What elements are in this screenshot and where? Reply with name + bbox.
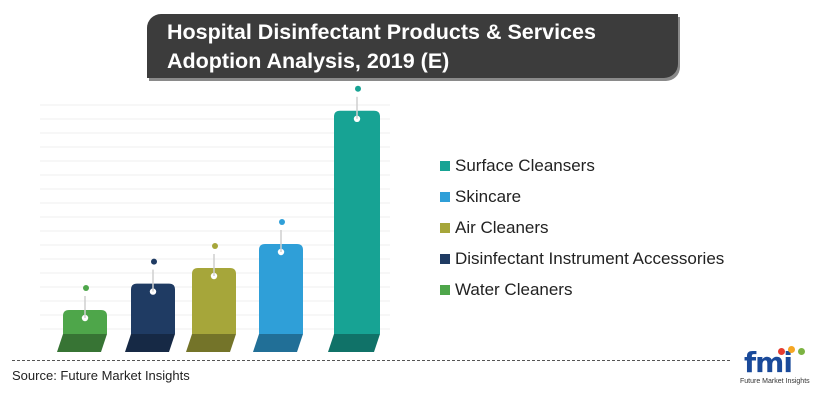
legend-item: Water Cleaners xyxy=(440,274,724,305)
bar-air-cleaners xyxy=(192,268,236,334)
legend-swatch xyxy=(440,191,450,202)
legend-item: Skincare xyxy=(440,181,724,212)
source-note: Source: Future Market Insights xyxy=(12,368,190,383)
legend-item: Air Cleaners xyxy=(440,212,724,243)
logo-dot-orange xyxy=(788,346,795,353)
legend-label: Skincare xyxy=(455,186,522,206)
bar-tag-dot xyxy=(279,219,285,225)
legend-label: Water Cleaners xyxy=(455,279,573,299)
bar-surface-cleansers xyxy=(334,110,380,334)
legend-item: Disinfectant Instrument Accessories xyxy=(440,243,724,274)
legend-label: Surface Cleansers xyxy=(455,155,595,175)
chart-title-banner: Hospital Disinfectant Products & Service… xyxy=(147,14,678,78)
bar-tag-dot xyxy=(151,258,157,265)
legend-swatch xyxy=(440,284,450,295)
logo-dot-green xyxy=(798,348,805,355)
bar-water-cleaners xyxy=(63,310,107,334)
bar-base xyxy=(328,334,380,352)
legend-item: Surface Cleansers xyxy=(440,150,724,181)
bar-base xyxy=(253,334,303,352)
bar-skincare xyxy=(259,244,303,334)
chart-title-line-1: Hospital Disinfectant Products & Service… xyxy=(167,20,596,44)
bar-tag-dot xyxy=(355,85,361,92)
legend-swatch xyxy=(440,253,450,264)
chart-title-line-2: Adoption Analysis, 2019 (E) xyxy=(167,49,450,73)
legend-swatch xyxy=(440,222,450,233)
legend-label: Disinfectant Instrument Accessories xyxy=(455,248,725,268)
legend-label: Air Cleaners xyxy=(455,217,549,237)
logo-subtitle: Future Market Insights xyxy=(740,378,810,385)
bars xyxy=(57,85,380,352)
bar-base xyxy=(125,334,175,352)
bar-tag-dot xyxy=(212,243,218,249)
bar-disinfectant-instrument-accessories xyxy=(131,283,175,334)
logo-dot-red xyxy=(778,348,785,355)
bar-tag-dot xyxy=(83,285,89,291)
bar-base xyxy=(57,334,107,352)
fmi-logo: fmi Future Market Insights xyxy=(740,346,812,390)
footer-divider xyxy=(12,360,730,361)
chart-legend: Surface Cleansers Skincare Air Cleaners Dis… xyxy=(440,150,724,305)
bar-base xyxy=(186,334,236,352)
legend-swatch xyxy=(440,160,450,171)
